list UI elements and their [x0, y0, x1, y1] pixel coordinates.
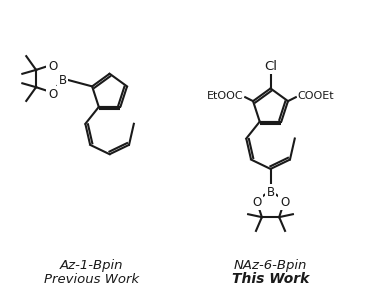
Text: Previous Work: Previous Work [44, 273, 139, 286]
Text: B: B [266, 186, 274, 199]
Text: O: O [252, 196, 261, 209]
Text: EtOOC: EtOOC [207, 91, 243, 101]
Text: Az-1-Bpin: Az-1-Bpin [60, 259, 124, 272]
Text: NAz-6-Bpin: NAz-6-Bpin [234, 259, 307, 272]
Text: COOEt: COOEt [298, 91, 334, 101]
Text: Cl: Cl [264, 60, 277, 73]
Text: O: O [280, 196, 289, 209]
Text: This Work: This Work [232, 273, 309, 287]
Text: O: O [48, 59, 57, 73]
Text: O: O [48, 88, 57, 101]
Text: B: B [59, 73, 67, 86]
